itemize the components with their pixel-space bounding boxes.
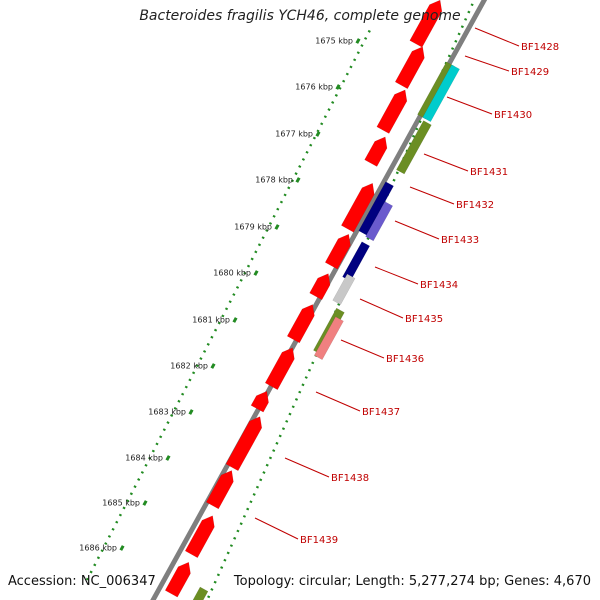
gene-leader-line bbox=[284, 457, 330, 478]
gene-leader-line bbox=[315, 391, 361, 412]
gene-label: BF1428 bbox=[521, 42, 559, 53]
gene-leader-line bbox=[409, 186, 455, 205]
gene-block bbox=[332, 273, 356, 306]
gene-block bbox=[376, 89, 408, 134]
gene-leader-line bbox=[464, 55, 510, 72]
tick-mark bbox=[355, 38, 361, 44]
gene-block bbox=[192, 586, 209, 600]
tick-mark bbox=[232, 317, 238, 323]
gene-block bbox=[364, 136, 388, 167]
gene-label: BF1430 bbox=[494, 110, 532, 121]
gene-leader-line bbox=[374, 266, 419, 285]
topology-text: Topology: circular; Length: 5,277,274 bp… bbox=[233, 574, 591, 589]
gene-label: BF1433 bbox=[441, 235, 479, 246]
gene-block bbox=[313, 316, 344, 361]
gene-leader-line bbox=[446, 96, 493, 115]
gene-leader-line bbox=[340, 339, 385, 359]
gene-block bbox=[250, 390, 269, 413]
tick-label: 1685 kbp bbox=[102, 499, 140, 508]
accession-text: Accession: NC_006347 bbox=[8, 574, 156, 589]
gene-block bbox=[309, 273, 331, 301]
tick-mark bbox=[210, 363, 216, 369]
gene-block bbox=[422, 64, 460, 123]
gene-label: BF1435 bbox=[405, 314, 443, 325]
gene-block bbox=[340, 182, 375, 233]
tick-mark bbox=[188, 409, 194, 415]
tick-mark bbox=[295, 177, 301, 183]
tick-label: 1684 kbp bbox=[125, 454, 163, 463]
gene-block bbox=[264, 347, 295, 391]
gene-leader-line bbox=[474, 27, 520, 47]
tick-label: 1679 kbp bbox=[234, 223, 272, 232]
tick-label: 1678 kbp bbox=[255, 176, 293, 185]
tick-mark bbox=[142, 500, 148, 506]
gene-label: BF1436 bbox=[386, 354, 424, 365]
tick-label: 1686 kbp bbox=[79, 544, 117, 553]
tick-label: 1675 kbp bbox=[315, 37, 353, 46]
tick-label: 1682 kbp bbox=[170, 362, 208, 371]
gene-block bbox=[409, 0, 443, 48]
gene-block bbox=[394, 46, 425, 90]
gene-label: BF1429 bbox=[511, 67, 549, 78]
tick-dotted-line bbox=[85, 27, 373, 581]
tick-label: 1680 kbp bbox=[213, 269, 251, 278]
gene-block bbox=[205, 470, 234, 510]
gene-leader-line bbox=[359, 298, 404, 319]
gene-label: BF1432 bbox=[456, 200, 494, 211]
tick-mark bbox=[253, 270, 259, 276]
gene-leader-line bbox=[423, 153, 469, 172]
gene-label: BF1438 bbox=[331, 473, 369, 484]
gene-leader-line bbox=[254, 517, 299, 540]
gene-block bbox=[286, 304, 315, 344]
tick-label: 1677 kbp bbox=[275, 130, 313, 139]
tick-label: 1683 kbp bbox=[148, 408, 186, 417]
gene-block bbox=[324, 233, 351, 270]
gene-label: BF1437 bbox=[362, 407, 400, 418]
gene-leader-line bbox=[394, 220, 440, 240]
gene-block bbox=[164, 561, 191, 598]
gene-label: BF1434 bbox=[420, 280, 458, 291]
tick-mark bbox=[119, 545, 125, 551]
gene-block bbox=[225, 416, 263, 472]
map-title: Bacteroides fragilis YCH46, complete gen… bbox=[139, 8, 461, 24]
gene-block bbox=[184, 515, 215, 559]
gene-label: BF1439 bbox=[300, 535, 338, 546]
tick-label: 1676 kbp bbox=[295, 83, 333, 92]
tick-mark bbox=[165, 455, 171, 461]
tick-label: 1681 kbp bbox=[192, 316, 230, 325]
tick-mark bbox=[315, 131, 321, 137]
tick-mark bbox=[274, 224, 280, 230]
gene-block bbox=[396, 120, 432, 175]
tick-mark bbox=[335, 84, 341, 90]
gene-label: BF1431 bbox=[470, 167, 508, 178]
gene-block bbox=[365, 201, 394, 242]
